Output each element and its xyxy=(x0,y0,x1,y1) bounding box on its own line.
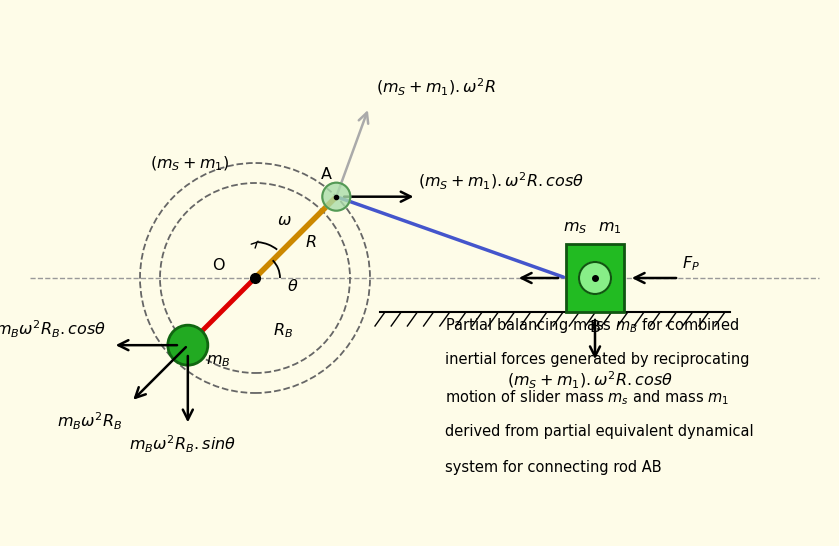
Text: $\omega$: $\omega$ xyxy=(277,213,292,228)
Text: $(m_S + m_1).\omega^2R.cos\theta$: $(m_S + m_1).\omega^2R.cos\theta$ xyxy=(419,170,585,192)
Text: $(m_S + m_1).\omega^2R$: $(m_S + m_1).\omega^2R$ xyxy=(376,76,496,98)
Text: $R$: $R$ xyxy=(305,234,316,250)
Text: $m_S$: $m_S$ xyxy=(563,220,587,236)
Circle shape xyxy=(579,262,611,294)
Text: $F_P$: $F_P$ xyxy=(682,254,700,273)
Text: $m_B\omega^2R_B$: $m_B\omega^2R_B$ xyxy=(57,410,122,432)
Text: $m_B$: $m_B$ xyxy=(206,353,231,369)
Text: $\theta$: $\theta$ xyxy=(287,278,299,294)
Text: derived from partial equivalent dynamical: derived from partial equivalent dynamica… xyxy=(445,424,753,439)
Text: $(m_S + m_1)$: $(m_S + m_1)$ xyxy=(150,155,229,173)
Text: $m_1$: $m_1$ xyxy=(598,220,622,236)
Text: system for connecting rod AB: system for connecting rod AB xyxy=(445,460,662,475)
Text: $m_B\omega^2R_B.sin\theta$: $m_B\omega^2R_B.sin\theta$ xyxy=(129,433,237,455)
Text: Partial balancing mass $m_B$ for combined: Partial balancing mass $m_B$ for combine… xyxy=(445,316,739,335)
Text: $m_B\omega^2R_B.cos\theta$: $m_B\omega^2R_B.cos\theta$ xyxy=(0,319,106,340)
Circle shape xyxy=(168,325,208,365)
Text: A: A xyxy=(320,167,331,182)
Circle shape xyxy=(322,183,351,211)
Text: O: O xyxy=(212,258,225,273)
Text: $(m_S + m_1).\omega^2R.cos\theta$: $(m_S + m_1).\omega^2R.cos\theta$ xyxy=(507,370,673,391)
Text: inertial forces generated by reciprocating: inertial forces generated by reciprocati… xyxy=(445,352,749,367)
Text: B: B xyxy=(590,320,601,335)
FancyBboxPatch shape xyxy=(566,244,624,312)
Text: motion of slider mass $m_s$ and mass $m_1$: motion of slider mass $m_s$ and mass $m_… xyxy=(445,388,729,407)
Text: $R_B$: $R_B$ xyxy=(273,321,293,340)
